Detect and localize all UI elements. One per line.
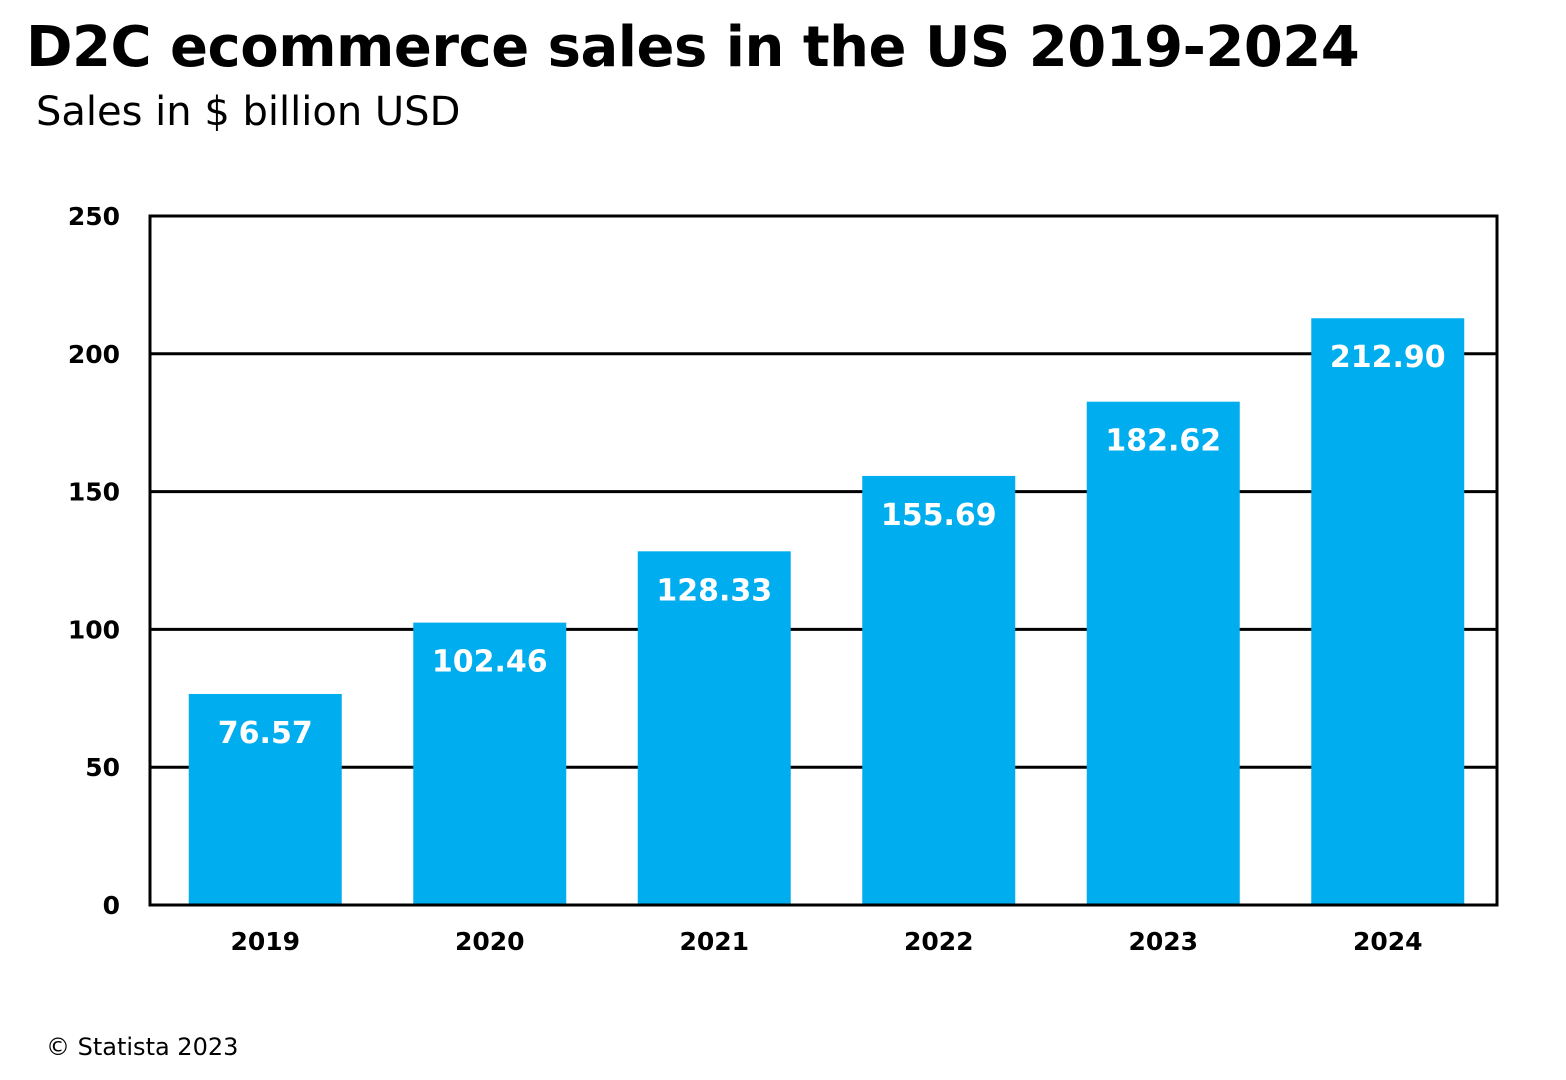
bar-2023 (1086, 401, 1240, 905)
bar-value-label: 102.46 (432, 645, 548, 680)
bar-value-label: 76.57 (218, 716, 313, 751)
y-tick-label: 50 (85, 753, 120, 782)
bar-value-label: 128.33 (656, 573, 772, 608)
y-tick-label: 200 (68, 340, 120, 369)
x-tick-label: 2020 (455, 927, 525, 956)
bar-value-label: 155.69 (881, 498, 997, 533)
bars: 76.57 102.46 128.33 155.69 182.62 212.90 (188, 318, 1465, 906)
x-tick-label: 2023 (1128, 927, 1198, 956)
bar-chart: 76.57 102.46 128.33 155.69 182.62 212.90 0 50 1… (68, 202, 1499, 956)
y-tick-label: 250 (68, 202, 120, 231)
bar-2020 (413, 622, 567, 905)
y-axis-ticks: 0 50 100 150 200 250 (68, 202, 120, 920)
bar-2021 (637, 551, 791, 905)
y-tick-label: 100 (68, 615, 120, 644)
y-tick-label: 150 (68, 478, 120, 507)
x-tick-label: 2022 (904, 927, 974, 956)
chart-subtitle: Sales in $ billion USD (36, 89, 461, 135)
x-tick-label: 2021 (679, 927, 749, 956)
plot-border (148, 214, 1499, 907)
y-tick-label: 0 (103, 891, 120, 920)
x-tick-label: 2019 (230, 927, 300, 956)
bar-2024 (1311, 318, 1465, 906)
source-credit: © Statista 2023 (46, 1033, 239, 1061)
x-axis-ticks: 2019 2020 2021 2022 2023 2024 (230, 927, 1422, 956)
plot-frame (148, 214, 1499, 907)
x-tick-label: 2024 (1353, 927, 1423, 956)
bar-value-label: 212.90 (1330, 340, 1446, 375)
bar-2019 (188, 693, 342, 905)
bar-2022 (862, 475, 1016, 905)
bar-value-label: 182.62 (1105, 424, 1221, 459)
gridlines (150, 352, 1497, 769)
chart-title: D2C ecommerce sales in the US 2019-2024 (26, 15, 1360, 80)
